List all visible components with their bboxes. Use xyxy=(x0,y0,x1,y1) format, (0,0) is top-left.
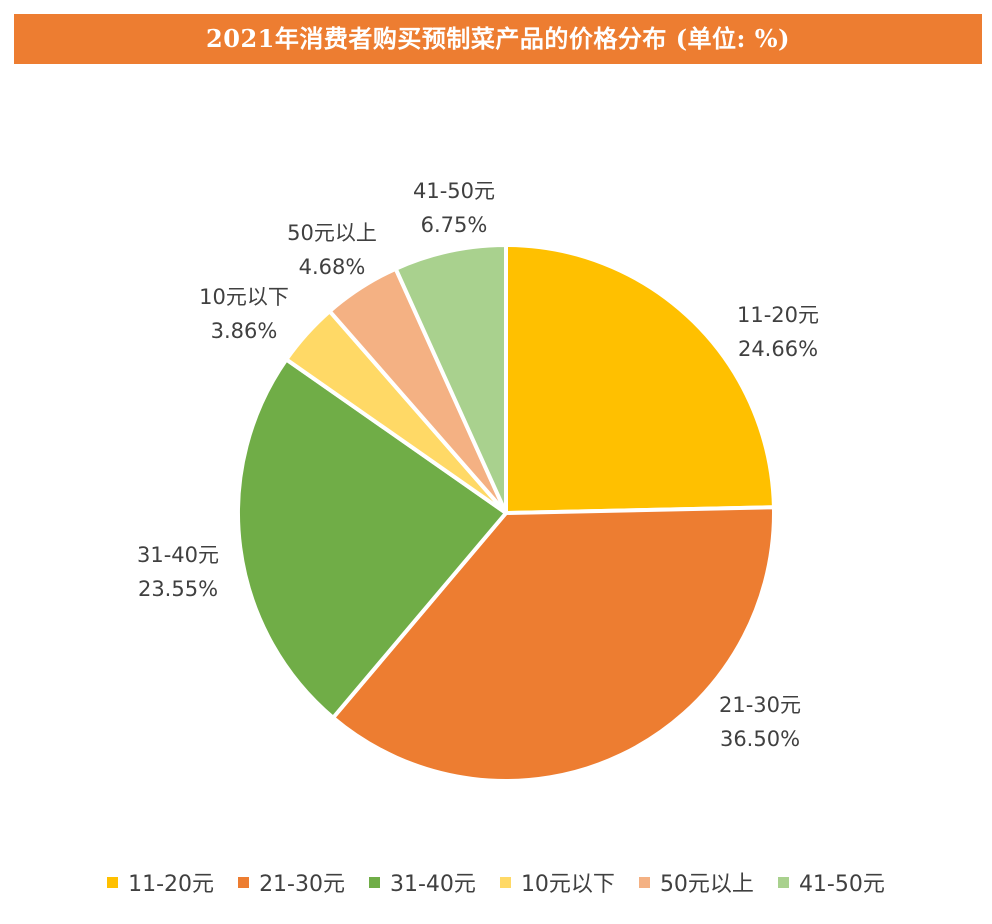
pie-slice-1 xyxy=(504,243,776,515)
legend-swatch xyxy=(777,876,789,888)
legend-swatch xyxy=(238,876,250,888)
legend-swatch xyxy=(499,876,511,888)
slice-category-label: 31-40元 xyxy=(137,543,219,567)
legend-label: 21-30元 xyxy=(259,872,345,897)
chart-legend: 11-20元 21-30元 31-40元 10元以下 50元以上 41-50元 xyxy=(0,862,992,902)
pie-slice-3 xyxy=(236,357,508,720)
legend-swatch xyxy=(638,876,650,888)
slice-category-label: 41-50元 xyxy=(413,179,495,203)
legend-label: 31-40元 xyxy=(390,872,476,897)
legend-item: 41-50元 xyxy=(777,866,885,898)
chart-title: 2021年消费者购买预制菜产品的价格分布 (单位: %) xyxy=(14,14,982,64)
legend-item: 10元以下 xyxy=(499,866,615,898)
slice-category-label: 21-30元 xyxy=(719,693,801,717)
legend-label: 11-20元 xyxy=(128,872,215,897)
slice-value-label: 36.50% xyxy=(720,727,800,751)
legend-item: 50元以上 xyxy=(638,866,754,898)
legend-label: 10元以下 xyxy=(520,872,615,897)
slice-category-label: 11-20元 xyxy=(737,303,819,327)
slice-value-label: 6.75% xyxy=(421,213,488,237)
slice-category-label: 10元以下 xyxy=(199,285,289,309)
legend-item: 31-40元 xyxy=(369,866,476,898)
legend-item: 11-20元 xyxy=(107,866,214,898)
slice-value-label: 3.86% xyxy=(211,319,278,343)
pie-slice-2 xyxy=(331,505,776,784)
legend-label: 41-50元 xyxy=(798,872,885,897)
slice-value-label: 23.55% xyxy=(138,577,218,601)
slice-category-label: 50元以上 xyxy=(287,221,377,245)
legend-label: 50元以上 xyxy=(659,872,754,897)
slice-value-label: 4.68% xyxy=(299,255,366,279)
legend-swatch xyxy=(369,876,380,888)
pie-slice-6 xyxy=(393,243,508,515)
slice-value-label: 24.66% xyxy=(738,337,818,361)
legend-swatch xyxy=(107,876,119,888)
legend-item: 21-30元 xyxy=(238,866,345,898)
